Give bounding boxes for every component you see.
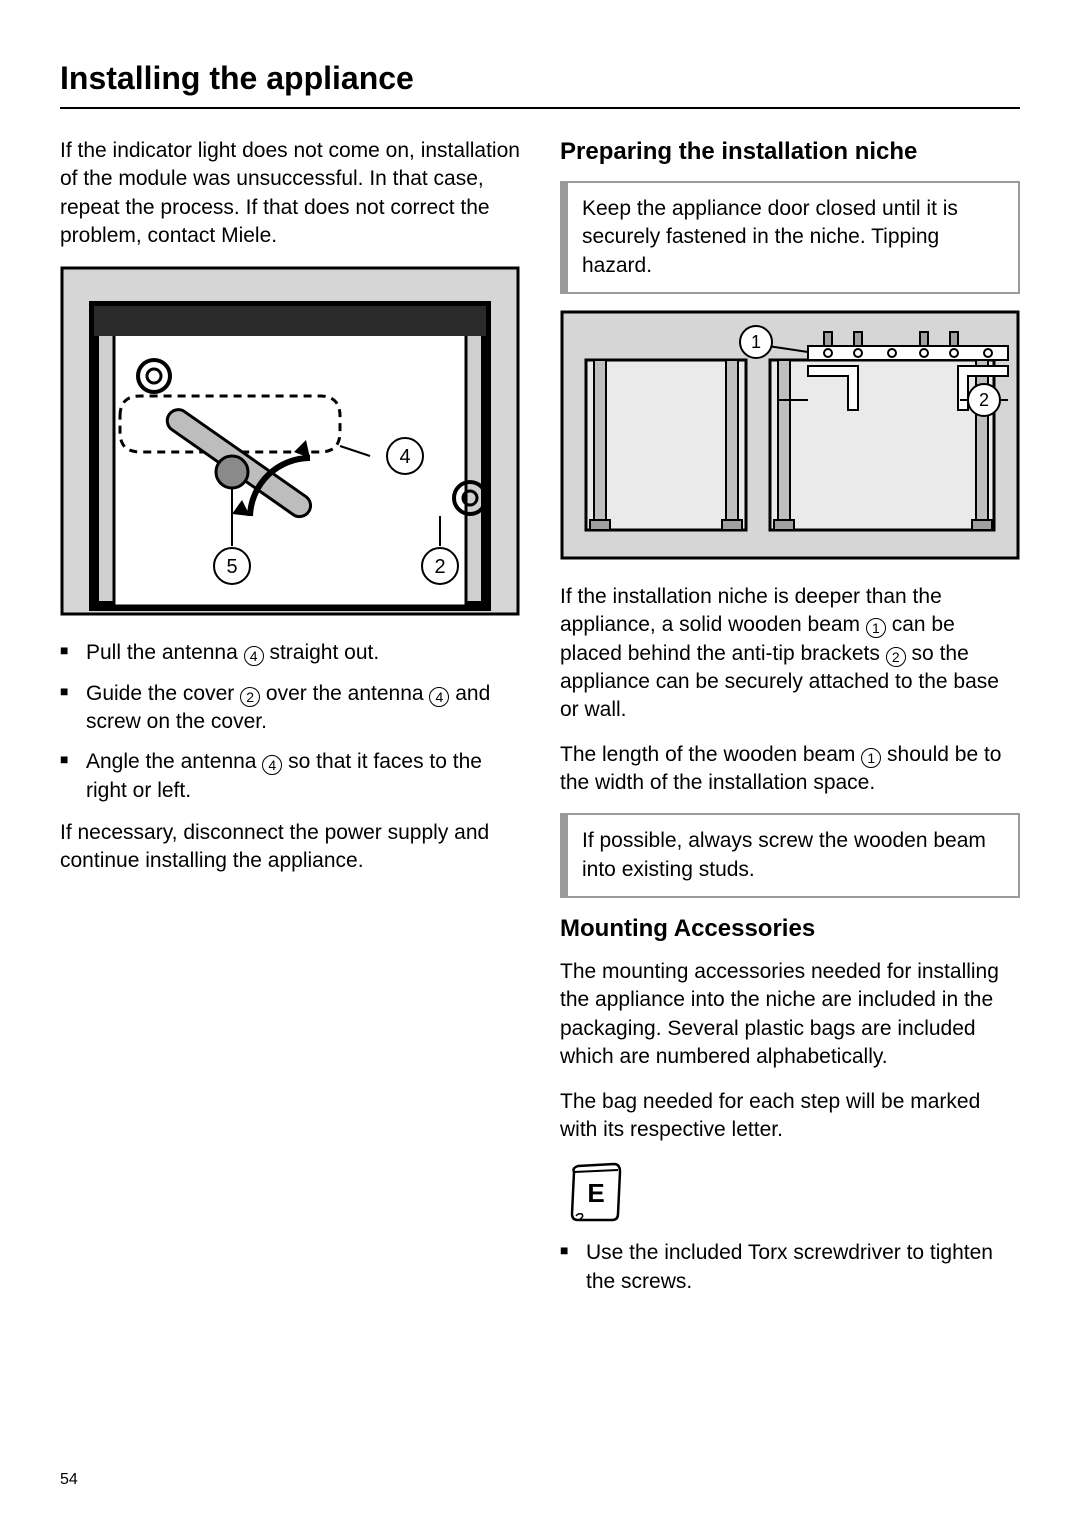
intro-paragraph: If the indicator light does not come on,… [60,137,520,250]
callout-2: 2 [434,556,445,578]
heading-mounting-accessories: Mounting Accessories [560,914,1020,944]
bullet-2: Guide the cover 2 over the antenna 4 and… [60,680,520,737]
note-tipping-hazard: Keep the appliance door closed until it … [560,181,1020,294]
torx-step: Use the included Torx screwdriver to tig… [560,1239,1020,1296]
bullet-torx: Use the included Torx screwdriver to tig… [560,1239,1020,1296]
left-column: If the indicator light does not come on,… [60,137,520,1310]
p-accessories-2: The bag needed for each step will be mar… [560,1088,1020,1145]
p-accessories-1: The mounting accessories needed for inst… [560,958,1020,1071]
niche-callout-1: 1 [751,332,761,352]
heading-preparing-niche: Preparing the installation niche [560,137,1020,167]
antenna-diagram-svg: 4 5 2 [60,266,520,616]
post-paragraph: If necessary, disconnect the power suppl… [60,819,520,876]
page-number: 54 [60,1471,78,1489]
bullet-3: Angle the antenna 4 so that it faces to … [60,748,520,805]
niche-callout-2: 2 [979,390,989,410]
bullet-1: Pull the antenna 4 straight out. [60,639,520,667]
page-title: Installing the appliance [60,60,1020,109]
callout-4: 4 [399,446,410,468]
p-beam: If the installation niche is deeper than… [560,583,1020,725]
right-column: Preparing the installation niche Keep th… [560,137,1020,1310]
p-beam-length: The length of the wooden beam 1 should b… [560,741,1020,798]
antenna-steps: Pull the antenna 4 straight out. Guide t… [60,639,520,805]
antenna-figure: 4 5 2 [60,266,520,621]
niche-figure: 1 2 [560,310,1020,565]
callout-5: 5 [226,556,237,578]
niche-diagram-svg: 1 2 [560,310,1020,560]
bag-e-icon: E [564,1160,1020,1229]
note-studs: If possible, always screw the wooden bea… [560,813,1020,898]
bag-letter: E [587,1178,604,1208]
two-column-layout: If the indicator light does not come on,… [60,137,1020,1310]
